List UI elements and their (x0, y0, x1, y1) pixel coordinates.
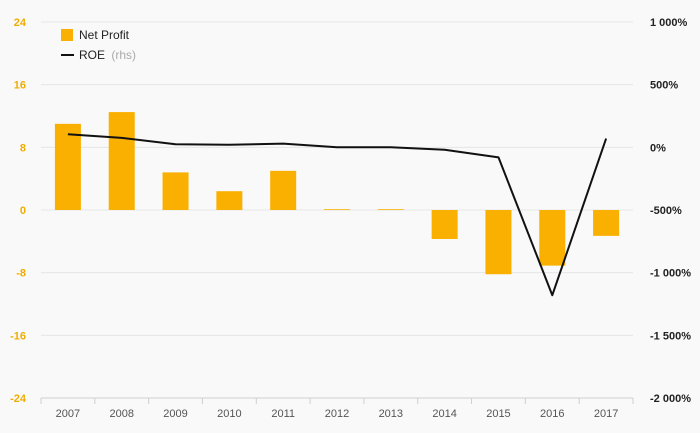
x-tick-label: 2010 (217, 408, 241, 420)
x-tick-label: 2008 (109, 408, 133, 420)
bar-series (54, 112, 620, 275)
bar (539, 210, 566, 266)
roe-line (67, 133, 608, 297)
bar (162, 172, 189, 210)
x-tick-label: 2015 (486, 408, 510, 420)
left-tick-label: 8 (20, 142, 26, 154)
right-tick-label: -2 000% (650, 393, 691, 405)
bar (216, 191, 243, 210)
left-axis-labels: 24 16 8 0 -8 -16 -24 (10, 17, 27, 405)
x-tick-label: 2014 (432, 408, 456, 420)
left-tick-label: -16 (10, 330, 26, 342)
right-tick-label: -1 500% (650, 330, 691, 342)
legend-swatch-net-profit (61, 29, 73, 41)
right-axis-labels: 1 000% 500% 0% -500% -1 000% -1 500% -2 000% (650, 17, 691, 405)
legend-roe-name: ROE (79, 48, 105, 62)
x-tick-label: 2012 (325, 408, 349, 420)
legend-roe-suffix: (rhs) (111, 48, 136, 62)
bar (54, 123, 81, 210)
right-tick-label: 0% (650, 142, 666, 154)
x-tick-label: 2007 (56, 408, 80, 420)
x-axis: 2007 2008 2009 2010 2011 2012 2013 2014 2015 2016… (40, 397, 634, 420)
legend-label-roe: ROE (rhs) (79, 48, 136, 62)
bar (108, 112, 135, 210)
line-series (67, 133, 608, 297)
left-tick-label: 24 (14, 17, 27, 29)
x-tick-label: 2017 (594, 408, 618, 420)
left-tick-label: -8 (16, 268, 26, 280)
bar (593, 210, 620, 236)
bar (324, 209, 350, 211)
bar (377, 209, 404, 211)
bar (431, 210, 458, 239)
bar (485, 210, 512, 275)
x-tick-label: 2009 (163, 408, 187, 420)
right-tick-label: -1 000% (650, 268, 691, 280)
right-tick-label: 500% (650, 80, 678, 92)
right-tick-label: -500% (650, 205, 682, 217)
x-tick-label: 2016 (540, 408, 564, 420)
x-tick-label: 2011 (271, 408, 295, 420)
legend: Net Profit ROE (rhs) (61, 28, 136, 62)
left-tick-label: -24 (10, 393, 27, 405)
left-tick-label: 16 (14, 80, 26, 92)
x-tick-label: 2013 (379, 408, 403, 420)
right-tick-label: 1 000% (650, 17, 688, 29)
legend-label-net-profit: Net Profit (79, 28, 130, 42)
bar (270, 170, 297, 210)
left-tick-label: 0 (20, 205, 26, 217)
